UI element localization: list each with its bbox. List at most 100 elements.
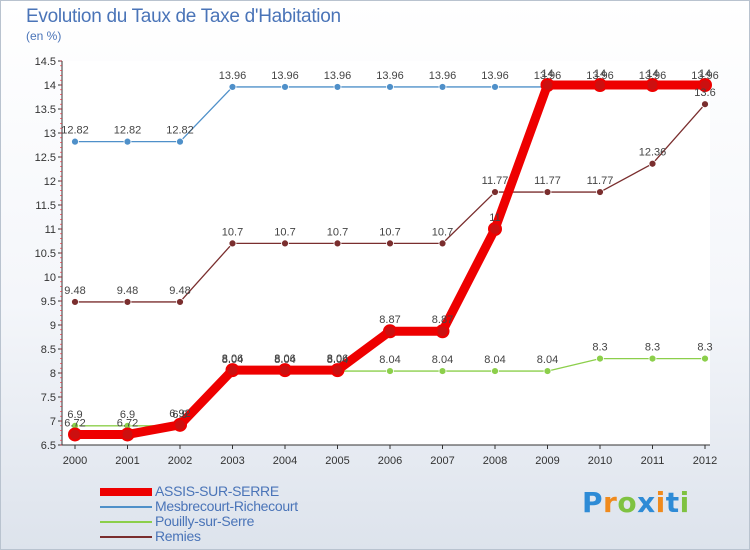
y-tick-label: 10.5	[35, 248, 56, 260]
data-label: 8.06	[222, 353, 243, 365]
logo-letter: t	[665, 486, 680, 519]
data-point	[123, 137, 132, 146]
data-point	[645, 78, 660, 92]
legend-swatch	[100, 487, 152, 496]
data-label: 8.04	[222, 354, 243, 366]
data-label: 11.77	[482, 175, 509, 187]
data-point	[123, 298, 132, 306]
data-label: 10.7	[274, 226, 295, 238]
data-label: 6.72	[117, 417, 138, 429]
data-label: 14	[646, 68, 658, 80]
data-point	[435, 324, 450, 339]
data-label: 14	[699, 68, 711, 80]
data-label: 9.48	[64, 285, 85, 297]
data-label: 8.87	[379, 314, 400, 326]
legend-swatch	[100, 505, 152, 508]
data-label: 12.36	[639, 147, 667, 159]
data-label: 13.96	[481, 70, 509, 82]
legend-swatch	[100, 520, 152, 523]
data-point	[228, 239, 237, 248]
data-label: 12.82	[114, 125, 142, 137]
data-label: 14	[594, 68, 606, 80]
y-tick-label: 6.5	[41, 440, 56, 452]
legend-label: Remies	[155, 528, 201, 544]
data-point	[438, 239, 447, 248]
chart-title: Evolution du Taux de Taxe d'Habitation	[26, 6, 341, 27]
data-point	[386, 239, 394, 248]
data-label: 6.92	[169, 408, 190, 420]
y-tick-label: 9.5	[41, 296, 56, 308]
data-point	[71, 137, 79, 146]
data-label: 12.82	[61, 125, 89, 137]
y-tick-label: 12	[44, 176, 56, 188]
x-tick-label: 2001	[115, 455, 139, 467]
y-tick-label: 7	[50, 416, 56, 428]
data-label: 13.96	[429, 70, 457, 82]
y-tick-label: 10	[44, 272, 56, 284]
data-point	[593, 78, 607, 92]
data-point	[333, 83, 342, 91]
x-tick-label: 2006	[378, 455, 402, 467]
x-tick-label: 2000	[63, 455, 87, 467]
y-tick-label: 13	[44, 128, 56, 140]
plot-area	[62, 61, 710, 445]
data-point	[281, 83, 289, 91]
data-point	[543, 188, 552, 196]
legend-label: ASSIS-SUR-SERRE	[155, 483, 279, 499]
x-tick-label: 2008	[483, 455, 507, 467]
data-point	[176, 137, 184, 146]
data-label: 8.87	[432, 314, 453, 326]
data-label: 10.7	[432, 226, 453, 238]
data-label: 11	[489, 212, 500, 224]
y-tick-label: 9	[50, 320, 56, 332]
data-label: 13.96	[324, 70, 352, 82]
legend-label: Mesbrecourt-Richecourt	[155, 498, 298, 514]
data-label: 9.48	[169, 285, 190, 297]
logo-letter: r	[603, 486, 618, 519]
y-tick-label: 14.5	[35, 56, 56, 68]
y-tick-label: 11.5	[35, 200, 56, 212]
x-tick-label: 2003	[220, 455, 244, 467]
data-point	[491, 188, 499, 196]
data-point	[701, 100, 709, 109]
data-point	[438, 83, 447, 91]
data-point	[596, 354, 604, 363]
data-label: 13.96	[534, 70, 562, 82]
data-label: 6.9	[172, 409, 187, 421]
data-point	[330, 363, 345, 378]
data-label: 13.96	[586, 70, 614, 82]
data-label: 13.96	[691, 70, 719, 82]
data-label: 8.04	[484, 354, 505, 366]
data-label: 6.9	[67, 409, 82, 421]
data-label: 11.77	[587, 175, 614, 187]
y-tick-label: 14	[44, 80, 56, 92]
data-point	[488, 222, 502, 236]
data-point	[71, 298, 79, 306]
data-point	[491, 367, 499, 375]
data-label: 8.04	[537, 354, 558, 366]
data-label: 8.04	[432, 354, 453, 366]
data-label: 10.7	[222, 226, 243, 238]
logo-letter: P	[582, 486, 604, 519]
y-tick-label: 12.5	[35, 152, 56, 164]
logo-letter: i	[655, 486, 666, 519]
data-label: 6.9	[120, 409, 135, 421]
data-label: 8.04	[327, 354, 348, 366]
data-point	[701, 354, 709, 363]
y-tick-label: 8.5	[41, 344, 56, 356]
data-point	[278, 363, 292, 378]
logo-letter: x	[637, 486, 656, 519]
y-tick-label: 11	[45, 224, 56, 236]
x-tick-label: 2009	[535, 455, 559, 467]
legend-swatch	[100, 535, 152, 538]
data-point	[281, 239, 289, 248]
data-label: 8.04	[379, 354, 400, 366]
data-point	[543, 367, 552, 375]
data-label: 14	[541, 68, 553, 80]
data-label: 10.7	[379, 226, 400, 238]
data-point	[225, 363, 240, 378]
data-point	[648, 354, 657, 363]
chart-subtitle: (en %)	[26, 29, 62, 43]
y-tick-label: 13.5	[35, 104, 56, 116]
data-point	[176, 298, 184, 306]
